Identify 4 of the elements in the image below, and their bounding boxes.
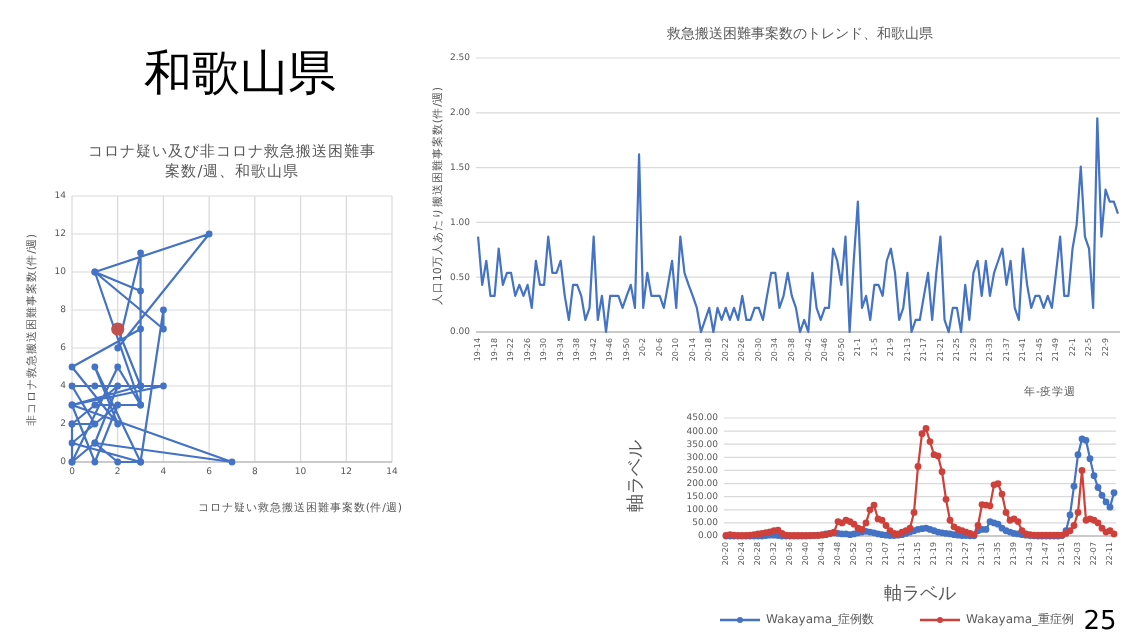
text: 和歌山県 (144, 45, 336, 102)
text: 25 (1083, 607, 1117, 638)
y-axis-title: 軸ラベル (624, 440, 647, 512)
x-axis-title: 軸ラベル (884, 582, 956, 605)
